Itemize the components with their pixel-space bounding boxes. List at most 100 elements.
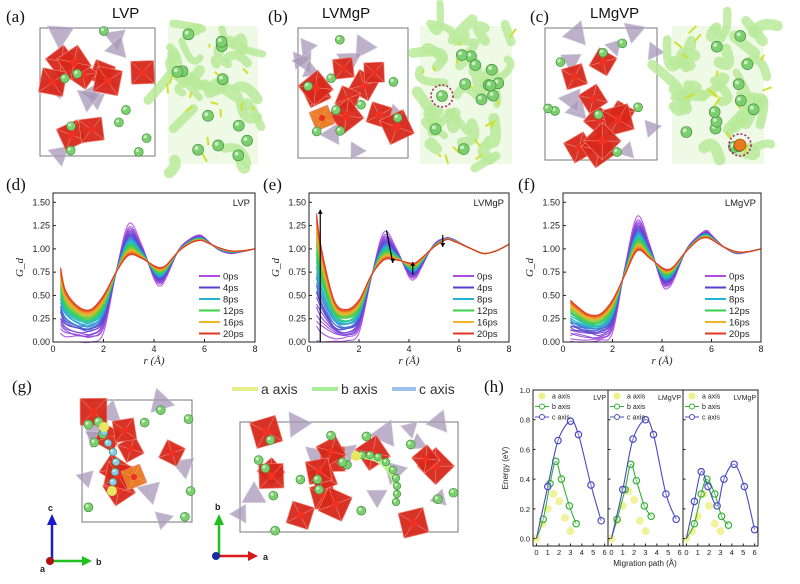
density-core [250,106,256,111]
yellow-li-site [99,422,109,432]
highlight-circle [728,133,752,157]
legend-marker [614,403,620,410]
tetrahedron [46,25,75,51]
v-atom [571,73,578,80]
li-atom-highlight [219,75,223,80]
density-isosurface [222,50,253,68]
li-atom [388,77,399,87]
tetrahedron [47,145,70,168]
density-isosurface [472,21,491,46]
data-point-a-axis [560,513,569,522]
density-core [168,74,174,85]
data-point-c-axis [713,502,721,510]
a-arrow-icon [248,551,258,561]
density-isosurface [143,70,174,105]
li-atom-highlight [305,83,309,87]
li-atom [331,105,341,115]
x-tick-label: 8 [252,344,257,354]
legend-label: 8ps [477,295,493,306]
li-atom [326,73,336,84]
legend-label: 12ps [223,306,244,317]
x-axis-label: r (Å) [143,355,164,367]
legend-marker [538,392,546,400]
li-atom [98,26,109,36]
li-atom-highlight [713,43,718,47]
li-atom-highlight [110,479,114,483]
y-tick-label: 0.50 [542,290,560,300]
crystal-structure [290,27,415,161]
data-point-c-axis [566,417,575,426]
li-atom-highlight [712,118,717,122]
data-point-c-axis [697,467,705,476]
li-atom [108,447,118,457]
legend-label: 4ps [477,283,493,294]
a-axis-dot-icon [46,557,54,565]
y-tick-label: 0.75 [288,267,306,277]
li-atom [391,497,401,507]
li-atom [734,30,747,42]
c-arrow-icon [47,514,57,525]
y-tick-label: 1.00 [32,244,50,254]
li-atom [617,38,628,49]
data-point-c-axis [554,436,562,445]
li-atom-highlight [394,114,398,119]
density-isosurface [242,98,266,132]
v-atom [614,115,623,124]
li-atom [185,486,196,496]
legend-label: a axis [627,394,646,401]
li-atom [65,145,76,156]
density-core [762,86,772,92]
li-atom [133,147,144,157]
density-isosurface [705,22,727,44]
crystal-structure [75,387,196,531]
v-atom [139,68,147,76]
tetrahedron [557,88,581,114]
legend-label: 16ps [477,318,498,329]
li-atom [253,455,264,465]
data-point-b-axis [640,502,649,510]
density-core [713,96,722,107]
density-isosurface [163,154,181,179]
v-atom [599,58,607,66]
rdf-curve [570,237,762,317]
crystal-structure [543,19,666,169]
li-atom-highlight [184,30,189,35]
density-isosurface [452,38,480,47]
li-atom [741,58,754,70]
li-atom-highlight [467,52,472,57]
li-atom [459,78,471,90]
data-point-c-axis [629,435,637,443]
v-atom [422,455,429,463]
data-point-a-axis [566,527,575,536]
density-isosurface [698,138,726,166]
y-tick-label: 1.50 [32,197,50,207]
legend-label: b axis [627,404,646,411]
mg-atom [733,138,747,152]
data-point-b-axis [572,519,580,528]
li-atom [312,474,323,485]
density-core [240,101,244,111]
li-atom [216,73,229,86]
density-core [709,89,719,98]
density-isosurface [414,65,449,87]
data-point-a-axis [555,497,564,506]
density-core [743,144,749,155]
li-atom-highlight [328,75,332,79]
li-atom [392,481,402,491]
x-tick-label: 6 [678,548,682,557]
v-atom [598,136,607,146]
data-point-b-axis [626,460,635,469]
tetrahedron [561,19,587,46]
density-isosurface [218,25,228,42]
legend-label-b-axis: b axis [341,381,378,397]
li-atom [139,417,150,428]
li-atom [83,419,94,430]
panel-label-e: (e) [263,175,282,194]
v-atom [376,111,383,119]
x-tick-label: 6 [753,548,757,557]
v-atom [121,426,128,434]
li-atom [361,431,372,442]
li-atom-highlight [123,107,127,111]
axis-letter-c: c [48,503,53,513]
data-point-c-axis [662,490,670,498]
